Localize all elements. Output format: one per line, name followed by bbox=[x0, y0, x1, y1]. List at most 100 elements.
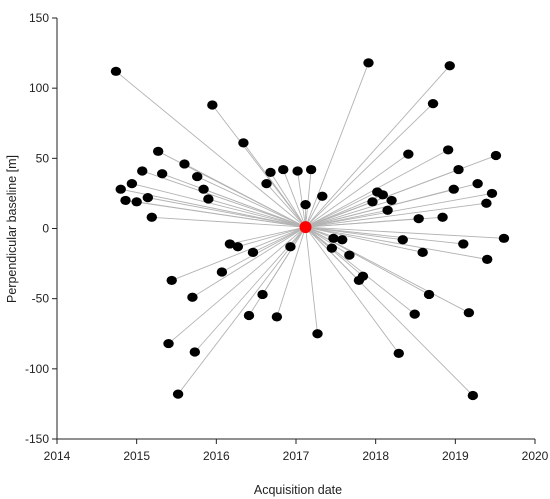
connector-line bbox=[297, 170, 307, 228]
connector-line bbox=[266, 183, 306, 228]
y-tick-label: -100 bbox=[25, 362, 49, 376]
connector-line bbox=[305, 65, 451, 228]
data-point bbox=[115, 184, 126, 194]
y-axis-title: Perpendicular baseline [m] bbox=[5, 155, 19, 303]
connector-line bbox=[221, 226, 306, 273]
data-point bbox=[278, 164, 289, 175]
data-point bbox=[285, 242, 296, 252]
data-point bbox=[482, 254, 493, 264]
connector-line bbox=[270, 172, 306, 228]
data-point bbox=[156, 169, 168, 179]
connector-line bbox=[305, 153, 409, 228]
connector-line bbox=[305, 191, 378, 228]
data-point bbox=[110, 66, 122, 76]
data-point bbox=[337, 235, 348, 245]
connector-line bbox=[171, 226, 306, 281]
data-point bbox=[397, 235, 408, 245]
x-tick-label: 2014 bbox=[44, 449, 71, 463]
master-point bbox=[299, 221, 312, 234]
data-point bbox=[166, 275, 177, 286]
x-tick-label: 2018 bbox=[362, 449, 389, 463]
data-point bbox=[198, 184, 209, 194]
connector-line bbox=[305, 169, 312, 228]
data-point bbox=[498, 233, 510, 243]
data-point bbox=[312, 329, 323, 339]
connector-line bbox=[115, 70, 306, 228]
connector-line bbox=[305, 226, 400, 354]
data-point bbox=[163, 338, 174, 349]
data-point bbox=[247, 247, 259, 257]
data-point bbox=[486, 188, 498, 199]
data-point bbox=[131, 197, 142, 207]
connector-line bbox=[197, 176, 306, 228]
data-point bbox=[427, 99, 439, 109]
data-point bbox=[187, 292, 198, 302]
data-point bbox=[444, 61, 455, 71]
data-point bbox=[216, 267, 228, 277]
data-point bbox=[305, 164, 317, 175]
connector-line bbox=[305, 103, 434, 228]
data-point bbox=[363, 58, 374, 68]
connector-line bbox=[305, 226, 350, 256]
connector-line bbox=[262, 226, 306, 295]
x-tick-label: 2020 bbox=[522, 449, 549, 463]
connector-line bbox=[276, 226, 306, 318]
data-point bbox=[271, 312, 283, 322]
y-tick-label: 50 bbox=[36, 151, 50, 165]
connector-line bbox=[305, 226, 423, 253]
x-axis-title: Acquisition date bbox=[254, 483, 342, 497]
data-point bbox=[481, 198, 492, 208]
connector-line bbox=[305, 202, 487, 228]
x-tick-label: 2015 bbox=[123, 449, 150, 463]
data-point bbox=[265, 167, 276, 177]
connector-line bbox=[305, 155, 497, 228]
connector-line bbox=[305, 226, 415, 315]
connector-line bbox=[305, 226, 464, 245]
data-point bbox=[377, 190, 389, 200]
connector-line bbox=[184, 163, 306, 228]
data-point bbox=[257, 289, 268, 300]
data-point bbox=[126, 178, 138, 189]
connector-line bbox=[136, 201, 306, 228]
data-point bbox=[386, 195, 397, 206]
connector-line bbox=[243, 142, 306, 228]
data-point bbox=[224, 239, 236, 249]
data-point bbox=[203, 194, 214, 204]
data-point bbox=[472, 178, 483, 189]
data-point bbox=[423, 289, 435, 300]
data-point bbox=[152, 146, 164, 156]
data-point bbox=[442, 145, 454, 155]
data-point bbox=[172, 389, 184, 399]
y-tick-label: 0 bbox=[42, 222, 49, 236]
connector-line bbox=[305, 226, 504, 239]
axes: -150 -100 -50 0 50 100 150 2014 2015 2016 2017 2018… bbox=[25, 11, 549, 463]
connector-line bbox=[177, 226, 306, 395]
data-point bbox=[357, 271, 369, 281]
y-tick-label: 100 bbox=[29, 81, 49, 95]
connector-line bbox=[305, 226, 488, 260]
connector-line bbox=[142, 170, 306, 228]
connector-line bbox=[305, 200, 392, 228]
data-point bbox=[137, 166, 148, 176]
data-point bbox=[403, 149, 414, 159]
data-point bbox=[300, 200, 311, 210]
data-point bbox=[328, 233, 339, 243]
connector-line bbox=[151, 216, 306, 228]
connector-line bbox=[305, 226, 474, 396]
y-tick-label: 150 bbox=[29, 11, 49, 25]
data-point bbox=[367, 197, 378, 207]
data-point bbox=[179, 159, 190, 169]
data-point bbox=[448, 184, 459, 194]
connector-line bbox=[192, 226, 306, 298]
data-point bbox=[317, 191, 328, 201]
connector-line bbox=[203, 188, 306, 228]
y-tick-label: -150 bbox=[25, 432, 49, 446]
connector-lines bbox=[115, 62, 504, 396]
data-point bbox=[453, 164, 464, 175]
data-point bbox=[292, 166, 303, 176]
data-point bbox=[344, 250, 355, 260]
data-point bbox=[437, 212, 448, 222]
data-point bbox=[243, 310, 255, 321]
